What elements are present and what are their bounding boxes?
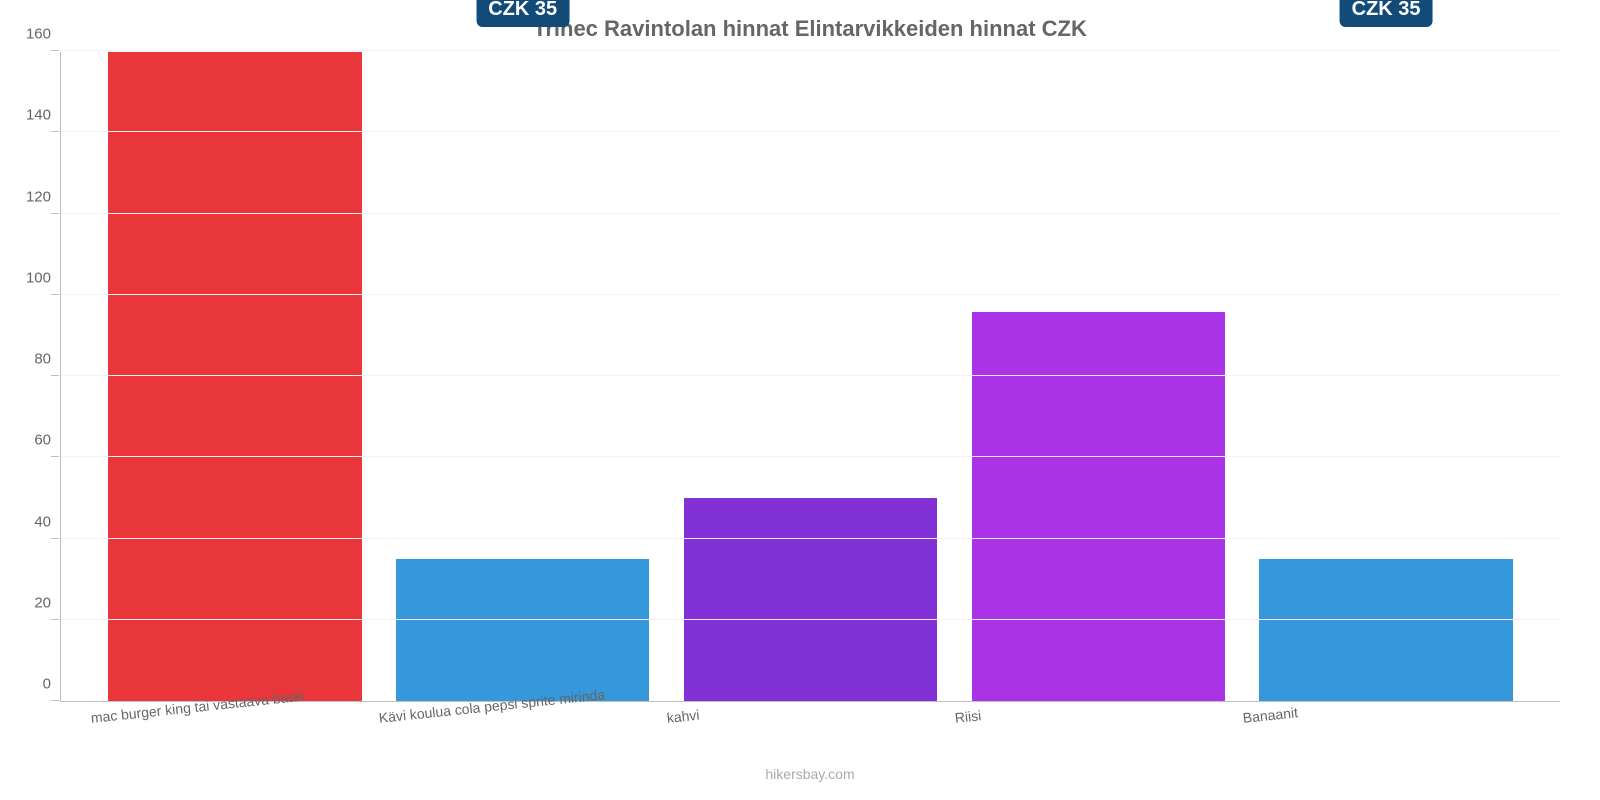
bar [684,498,937,701]
y-axis-label: 80 [11,351,51,368]
value-badge: CZK 35 [476,0,569,27]
y-tick [51,538,59,539]
y-tick [51,294,59,295]
plot-area: CZK 160CZK 35CZK 50CZK 96CZK 35 02040608… [60,52,1560,702]
price-bar-chart: Trinec Ravintolan hinnat Elintarvikkeide… [0,0,1600,800]
x-axis-category-label: Riisi [954,707,982,726]
y-tick [51,619,59,620]
y-tick [51,700,59,701]
x-axis-category-label: Banaanit [1242,704,1299,726]
x-label-slot: Banaanit [1242,702,1530,762]
x-axis-category-label: kahvi [666,707,700,726]
y-axis-label: 0 [11,676,51,693]
y-axis-label: 140 [11,107,51,124]
bar-slot: CZK 160 [91,52,379,701]
y-axis-label: 20 [11,594,51,611]
y-tick [51,213,59,214]
grid-line [61,294,1560,295]
bars-container: CZK 160CZK 35CZK 50CZK 96CZK 35 [61,52,1560,701]
grid-line [61,50,1560,51]
bar-slot: CZK 35 [1242,52,1530,701]
y-axis-label: 160 [11,26,51,43]
y-axis-label: 120 [11,188,51,205]
source-caption: hikersbay.com [60,766,1560,782]
y-axis-label: 40 [11,513,51,530]
grid-line [61,375,1560,376]
bar [396,559,649,701]
y-tick [51,456,59,457]
y-tick [51,50,59,51]
grid-line [61,538,1560,539]
bar-slot: CZK 50 [667,52,955,701]
bar-slot: CZK 96 [954,52,1242,701]
y-axis-label: 100 [11,269,51,286]
y-axis-label: 60 [11,432,51,449]
grid-line [61,619,1560,620]
x-axis-labels: mac burger king tai vastaava baariKävi k… [60,702,1560,762]
grid-line [61,213,1560,214]
y-tick [51,375,59,376]
bar [1259,559,1512,701]
x-label-slot: kahvi [666,702,954,762]
y-tick [51,131,59,132]
x-label-slot: Kävi koulua cola pepsi sprite mirinda [378,702,666,762]
bar-slot: CZK 35 [379,52,667,701]
x-label-slot: Riisi [954,702,1242,762]
bar [108,52,361,701]
grid-line [61,131,1560,132]
bar [972,312,1225,701]
chart-title: Trinec Ravintolan hinnat Elintarvikkeide… [60,16,1560,42]
x-label-slot: mac burger king tai vastaava baari [90,702,378,762]
grid-line [61,456,1560,457]
value-badge: CZK 35 [1340,0,1433,27]
